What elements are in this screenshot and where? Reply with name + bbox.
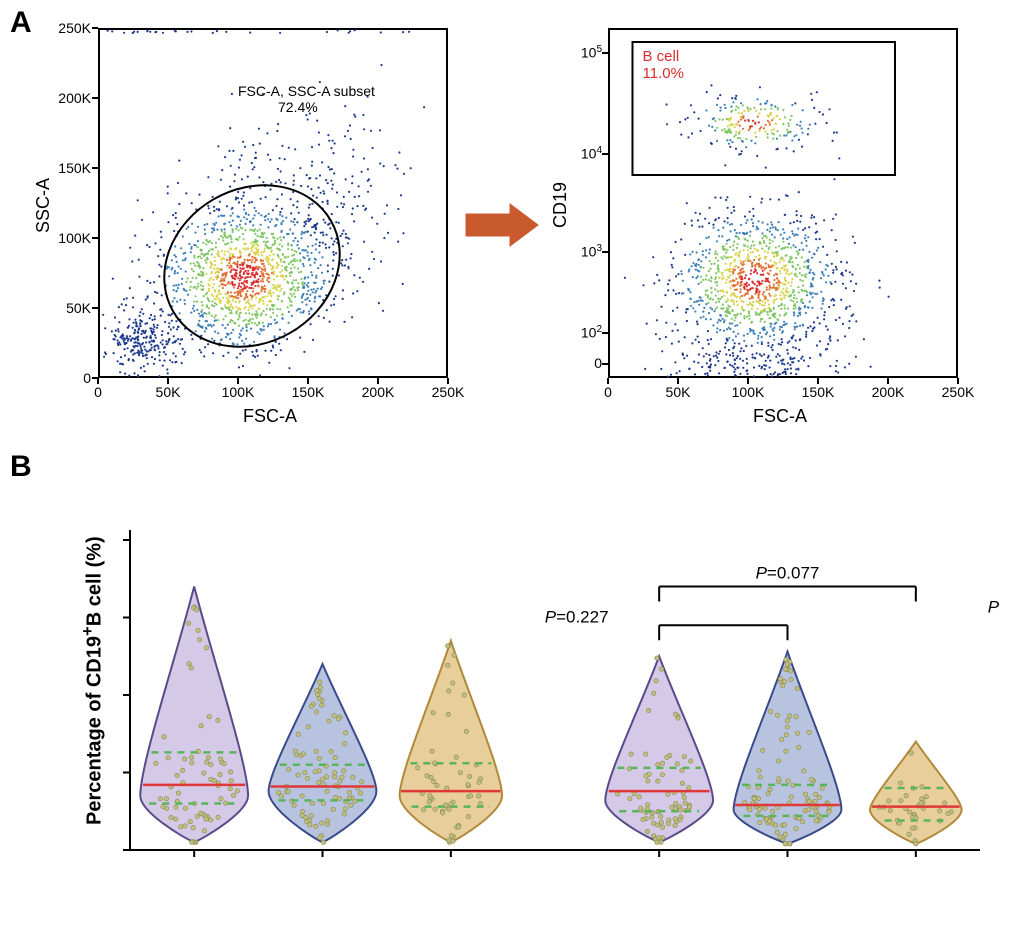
- xtick-right: 0: [583, 384, 633, 400]
- xlabel-fsc-left: FSC-A: [243, 406, 297, 427]
- ytick: 250K: [43, 20, 91, 36]
- ytick-cd19: 104: [558, 145, 602, 162]
- panel-b-violin-plot: P=0.227 P=0.072 P=0.077: [60, 460, 1000, 905]
- panel-b-label: B: [10, 450, 32, 484]
- ytick-cd19: 103: [558, 243, 602, 260]
- ytick-cd19: 105: [558, 44, 602, 61]
- xtick: 100K: [213, 384, 263, 400]
- arrow-icon: [462, 200, 542, 250]
- ytick-cd19: 102: [558, 324, 602, 341]
- xtick-right: 150K: [793, 384, 843, 400]
- svg-text:P=0.227: P=0.227: [545, 608, 609, 627]
- xtick-right: 100K: [723, 384, 773, 400]
- scatter-layer-a-left: [98, 28, 448, 378]
- violin: [400, 641, 502, 843]
- xtick: 150K: [283, 384, 333, 400]
- panel-a-label: A: [10, 6, 32, 40]
- xtick-right: 200K: [863, 384, 913, 400]
- ylabel-cd19: CD19: [550, 182, 571, 228]
- ytick-cd19: 0: [558, 355, 602, 371]
- svg-text:P=0.077: P=0.077: [756, 564, 820, 583]
- violin: [269, 664, 377, 842]
- ytick: 200K: [43, 90, 91, 106]
- gate-label-bcell: B cell11.0%: [643, 48, 684, 82]
- xtick: 200K: [353, 384, 403, 400]
- violin: [605, 656, 713, 842]
- ylabel-ssc: SSC-A: [33, 178, 54, 233]
- gate-label-left: FSC-A, SSC-A subset72.4%: [238, 83, 375, 115]
- ylabel-percentage: Percentage of CD19+B cell (%): [78, 536, 107, 825]
- svg-text:P=0.072: P=0.072: [988, 598, 1000, 617]
- xtick-right: 50K: [653, 384, 703, 400]
- xtick: 0: [73, 384, 123, 400]
- ytick: 50K: [43, 300, 91, 316]
- xtick: 50K: [143, 384, 193, 400]
- xtick-right: 250K: [933, 384, 983, 400]
- xtick: 250K: [423, 384, 473, 400]
- ytick: 150K: [43, 160, 91, 176]
- xlabel-fsc-right: FSC-A: [753, 406, 807, 427]
